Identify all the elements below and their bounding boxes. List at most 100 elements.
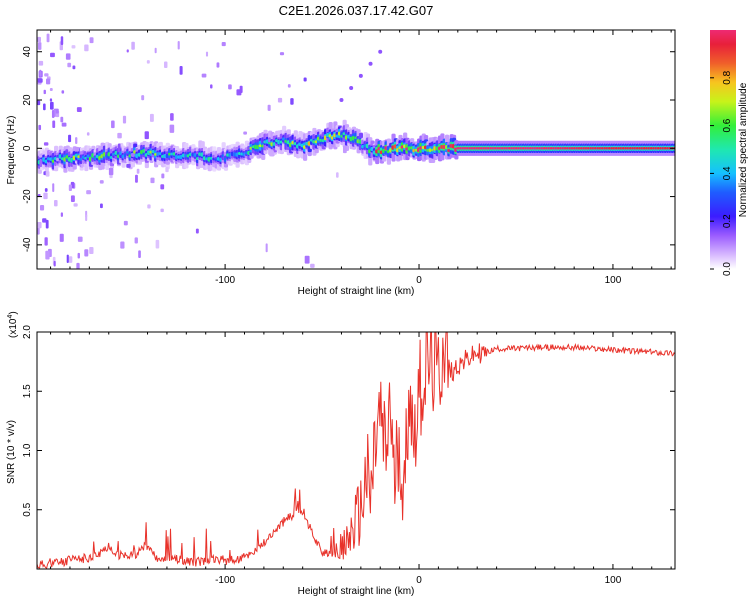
y-tick-label: 0.5 [22, 502, 33, 516]
spectrogram-ticks: -100 0 100 -40 -20 0 20 40 [22, 30, 675, 286]
heatmap-noise-cell [76, 107, 82, 112]
heatmap-noise-cell [75, 137, 78, 144]
heatmap-noise-cell [86, 132, 90, 136]
heatmap-noise-cell [80, 163, 84, 167]
heatmap-noise-cell [221, 41, 226, 47]
heatmap-noise-cell [210, 84, 213, 89]
heatmap-noise-cell [43, 103, 46, 111]
heatmap-noise-cell [131, 41, 135, 50]
heatmap-noise-cell [154, 47, 157, 54]
heatmap-noise-cell [216, 62, 220, 68]
y-tick-label: 1.5 [22, 384, 33, 398]
heatmap-noise-cell [68, 256, 73, 263]
heatmap-noise-cell [85, 214, 88, 221]
snr-panel: -100 0 100 0.5 1.0 1.5 2.0 Height of straight … [6, 311, 676, 597]
heatmap-noise-cell [61, 90, 65, 94]
heatmap-noise-cell [265, 243, 268, 253]
heatmap-noise-cell [37, 42, 42, 50]
heatmap-noise-cell [135, 174, 138, 183]
y-tick-label: 1.0 [22, 443, 33, 457]
y-tick-label: 2.0 [22, 325, 33, 339]
heatmap-noise-cell [195, 228, 199, 234]
heatmap-noise-cell [144, 131, 149, 140]
heatmap-noise-cell [150, 177, 155, 184]
heatmap-noise-cell [89, 246, 94, 254]
heatmap-noise-cell [126, 163, 131, 168]
heatmap-noise-cell [165, 166, 169, 173]
heatmap-noise-cell [169, 124, 175, 133]
heatmap-noise-cell [76, 262, 80, 269]
heatmap-noise-cell [37, 78, 43, 83]
heatmap-noise-cell [71, 45, 76, 49]
colorbar-tick-label: 0.2 [722, 214, 733, 228]
heatmap-noise-cell [120, 241, 125, 249]
y-tick-label: -40 [22, 237, 33, 252]
x-tick-label: -100 [215, 275, 235, 286]
x-tick-label: 100 [605, 575, 622, 586]
heatmap-noise-cell [68, 184, 72, 191]
heatmap-noise-cell [290, 98, 294, 105]
heatmap-noise-cell [42, 218, 47, 223]
heatmap-noise-cell [61, 122, 67, 127]
heatmap-noise-cell [239, 85, 243, 93]
heatmap-noise-cell [38, 124, 42, 131]
heatmap-noise-cell [134, 237, 138, 244]
heatmap-noise-cell [131, 153, 135, 157]
heatmap-noise-cell [45, 250, 50, 260]
heatmap-noise-cell [269, 150, 274, 157]
heatmap-noise-cell [52, 183, 55, 193]
heatmap-noise-cell [243, 131, 247, 135]
heatmap-noise-cell [138, 250, 141, 259]
snr-ticks: -100 0 100 0.5 1.0 1.5 2.0 [22, 325, 675, 586]
y-tick-label: 20 [22, 94, 33, 106]
heatmap-noise-cell [39, 71, 42, 77]
heatmap-noise-cell [304, 255, 310, 264]
x-tick-label: 100 [605, 275, 622, 286]
y-tick-label: -20 [22, 189, 33, 204]
heatmap-noise-cell [277, 97, 283, 103]
heatmap-noise-cell [123, 220, 128, 226]
secondary-line-point [358, 73, 363, 78]
colorbar: 0.0 0.2 0.4 0.6 0.8 Normalized spectral ampl… [710, 30, 749, 276]
snr-y-multiplier: (x104) [7, 311, 19, 338]
heatmap-noise-cell [60, 212, 63, 217]
heatmap-noise-cell [38, 154, 43, 158]
heatmap-noise-cell [147, 204, 151, 209]
heatmap-noise-cell [49, 98, 53, 102]
snr-x-label: Height of straight line (km) [298, 586, 415, 597]
heatmap-noise-cell [136, 168, 140, 174]
heatmap-noise-cell [89, 37, 94, 44]
secondary-line-point [339, 98, 344, 103]
heatmap-noise-cell [72, 65, 76, 70]
heatmap-noise-cell [37, 221, 42, 229]
heatmap-noise-cell [65, 149, 69, 154]
heatmap-noise-cell [67, 62, 72, 68]
heatmap-noise-cell [46, 78, 51, 85]
spectrogram-panel: -100 0 100 -40 -20 0 20 40 Height of straight l… [6, 29, 676, 297]
heatmap-noise-cell [74, 146, 80, 152]
heatmap-noise-cell [50, 101, 54, 110]
heatmap-noise-cell [38, 60, 44, 66]
heatmap-noise-cell [228, 84, 232, 90]
heatmap-noise-cell [279, 52, 285, 56]
heatmap-noise-cell [287, 84, 291, 88]
y-tick-label: 0 [22, 145, 33, 151]
heatmap-noise-cell [49, 87, 53, 92]
heatmap-noise-cell [77, 252, 80, 259]
figure-title: C2E1.2026.037.17.42.G07 [279, 3, 434, 18]
snr-y-multiplier-exp: 4 [7, 315, 14, 319]
heatmap-noise-cell [99, 180, 104, 184]
colorbar-tick-label: 0.0 [722, 262, 733, 276]
spectrogram-y-label: Frequency (Hz) [6, 116, 17, 185]
heatmap-noise-cell [160, 184, 165, 190]
snr-y-label: SNR (10 * v/v) [6, 420, 17, 484]
heatmap-noise-cell [65, 53, 71, 60]
heatmap-noise-cell [310, 263, 315, 268]
heatmap-noise-cell [164, 61, 168, 69]
heatmap-noise-cell [37, 36, 41, 43]
heatmap-noise-cell [68, 134, 72, 143]
y-tick-label: 40 [22, 46, 33, 58]
heatmap-noise-cell [161, 173, 165, 179]
snr-y-multiplier-end: ) [8, 311, 19, 314]
